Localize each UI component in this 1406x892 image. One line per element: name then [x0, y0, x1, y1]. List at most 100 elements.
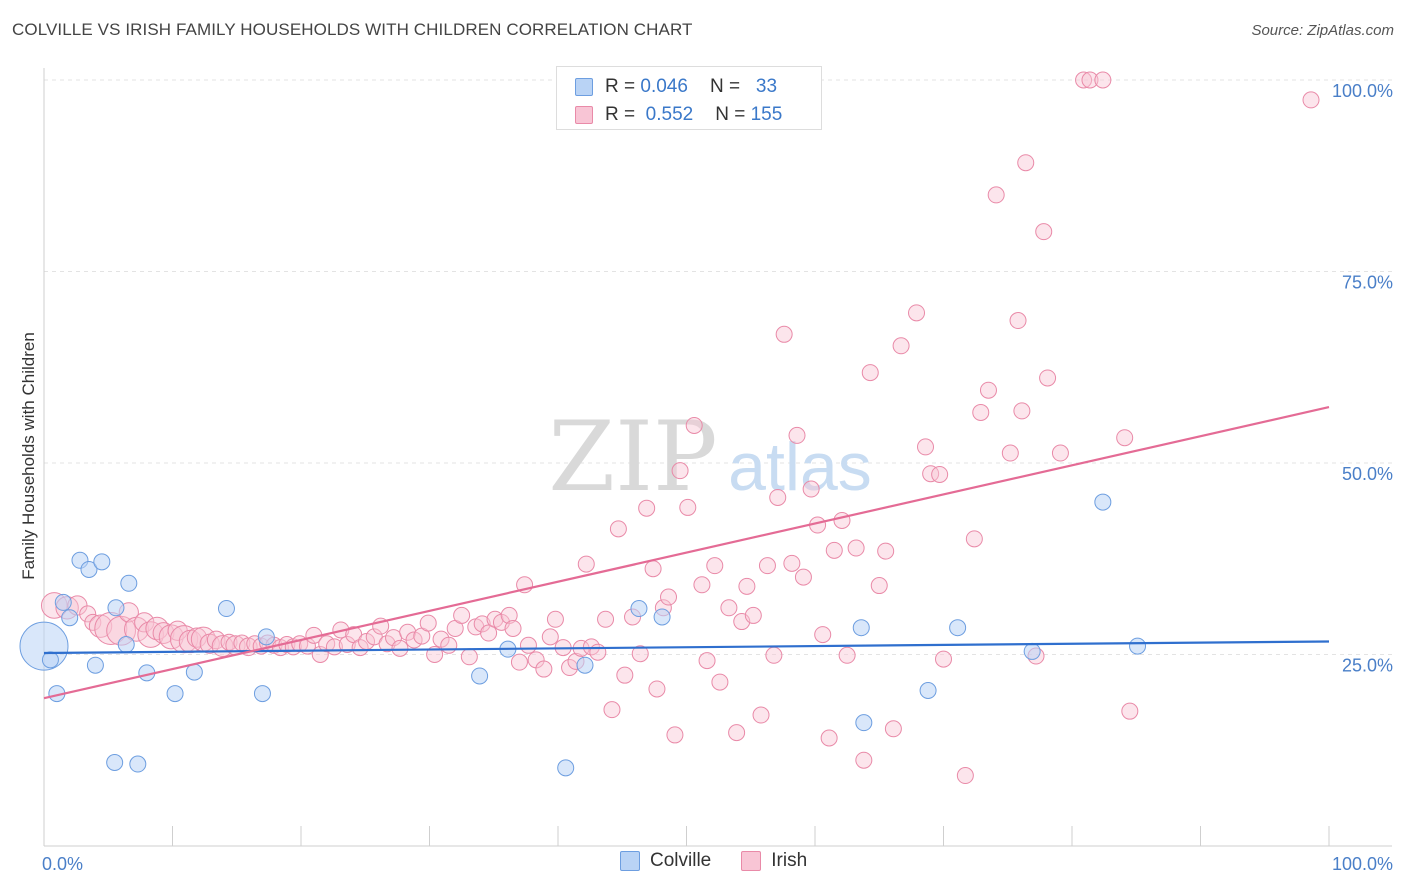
- colville-point: [106, 754, 124, 772]
- irish-point: [720, 599, 738, 617]
- irish-point: [833, 511, 851, 529]
- legend-item-colville[interactable]: Colville: [620, 850, 711, 872]
- irish-point: [440, 636, 458, 654]
- irish-point: [679, 498, 697, 516]
- y-tick-label: 25.0%: [1342, 656, 1393, 676]
- r-value-colville: 0.046: [640, 76, 688, 97]
- irish-point: [820, 729, 838, 747]
- legend-swatch-irish: [575, 106, 593, 124]
- colville-point: [80, 560, 98, 578]
- irish-point: [473, 615, 491, 633]
- irish-point: [861, 364, 879, 382]
- irish-point: [972, 403, 990, 421]
- irish-point: [802, 480, 820, 498]
- irish-point: [391, 639, 409, 657]
- colville-point: [54, 593, 72, 611]
- irish-point: [698, 652, 716, 670]
- irish-point: [453, 606, 471, 624]
- irish-point: [546, 610, 564, 628]
- legend-label-irish: Irish: [771, 850, 808, 871]
- irish-point: [1035, 223, 1053, 241]
- irish-point: [597, 610, 615, 628]
- colville-point: [41, 651, 59, 669]
- irish-point: [535, 660, 553, 678]
- irish-point: [956, 767, 974, 785]
- y-tick-label: 100.0%: [1332, 81, 1393, 101]
- irish-point: [671, 462, 689, 480]
- irish-point: [855, 751, 873, 769]
- irish-point: [541, 628, 559, 646]
- irish-point: [648, 680, 666, 698]
- stats-legend: R = 0.046 N = 33 R = 0.552 N = 155: [556, 66, 822, 130]
- colville-point: [1094, 493, 1112, 511]
- r-value-irish: 0.552: [645, 104, 694, 125]
- legend-swatch-colville: [620, 851, 640, 871]
- y-axis-title: Family Households with Children: [19, 332, 38, 580]
- irish-point: [660, 588, 678, 606]
- irish-point: [603, 701, 621, 719]
- r-label: R =: [605, 104, 636, 125]
- n-label: N =: [715, 104, 746, 125]
- grid-lines: [44, 79, 1392, 655]
- colville-point: [576, 656, 594, 674]
- irish-point: [1009, 312, 1027, 330]
- irish-point: [1001, 444, 1019, 462]
- legend-swatch-colville: [575, 78, 593, 96]
- irish-point: [84, 613, 102, 631]
- irish-point: [794, 568, 812, 586]
- irish-point: [631, 645, 649, 663]
- irish-trend-line: [43, 406, 1330, 700]
- colville-point: [471, 667, 489, 685]
- colville-point: [852, 619, 870, 637]
- r-label: R =: [605, 76, 636, 97]
- irish-point: [519, 636, 537, 654]
- colville-point: [185, 663, 203, 681]
- chart-source: Source: ZipAtlas.com: [1251, 22, 1394, 39]
- irish-point: [693, 576, 711, 594]
- colville-point: [1023, 642, 1041, 660]
- irish-point: [666, 726, 684, 744]
- trend-lines: [43, 406, 1330, 700]
- irish-point: [825, 541, 843, 559]
- legend-row-colville: R = 0.046 N = 33: [575, 73, 777, 101]
- colville-point: [919, 682, 937, 700]
- irish-point: [765, 646, 783, 664]
- irish-point: [877, 542, 895, 560]
- n-value-irish: 155: [750, 104, 783, 125]
- irish-point: [711, 673, 729, 691]
- legend-item-irish[interactable]: Irish: [741, 850, 807, 872]
- irish-point: [616, 666, 634, 684]
- irish-point: [1121, 702, 1139, 720]
- irish-point: [870, 577, 888, 595]
- irish-point: [744, 606, 762, 624]
- colville-point: [61, 609, 79, 627]
- irish-point: [1017, 154, 1035, 172]
- irish-point: [644, 560, 662, 578]
- irish-point: [504, 619, 522, 637]
- irish-point: [500, 606, 518, 624]
- colville-point: [129, 755, 147, 773]
- legend-row-irish: R = 0.552 N = 155: [575, 101, 782, 129]
- irish-point: [79, 605, 97, 623]
- colville-point: [217, 600, 235, 618]
- colville-point: [253, 685, 271, 703]
- colville-point: [93, 553, 111, 571]
- irish-point: [922, 465, 940, 483]
- irish-point: [460, 648, 478, 666]
- axes: [43, 68, 1392, 847]
- colville-point: [120, 574, 138, 592]
- irish-point: [917, 438, 935, 456]
- n-label: N =: [709, 76, 741, 97]
- irish-point: [609, 520, 627, 538]
- series-legend: Colville Irish: [620, 850, 837, 872]
- irish-point: [838, 646, 856, 664]
- legend-label-colville: Colville: [650, 850, 712, 871]
- colville-point: [257, 628, 275, 646]
- irish-point: [769, 488, 787, 506]
- irish-point: [638, 499, 656, 517]
- colville-trend-line: [43, 640, 1330, 655]
- irish-point: [338, 636, 356, 654]
- legend-swatch-irish: [741, 851, 762, 871]
- irish-point: [931, 465, 949, 483]
